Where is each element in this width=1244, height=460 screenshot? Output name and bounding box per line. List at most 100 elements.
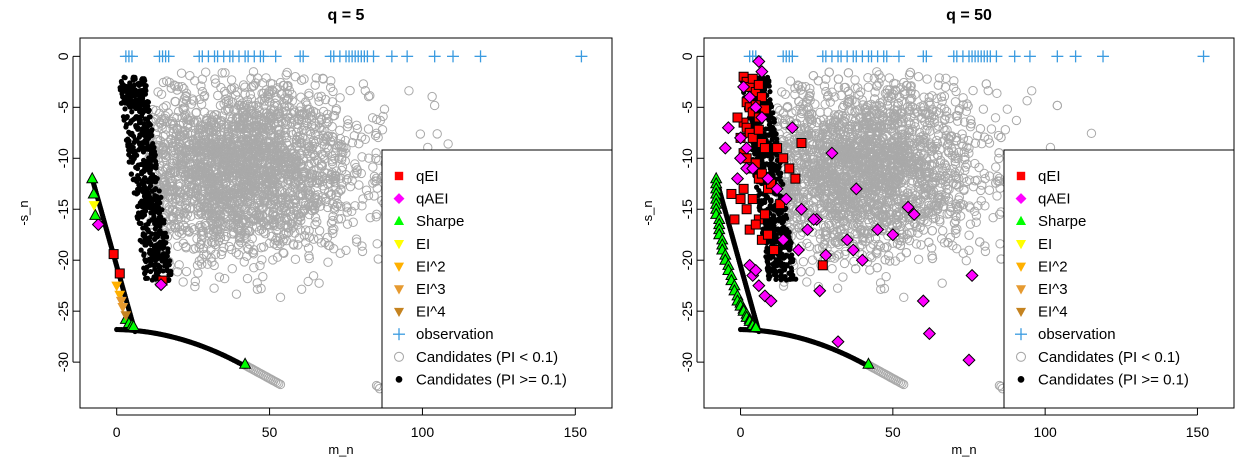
candidate-pi-high [157, 207, 163, 213]
candidate-pi-low [970, 176, 980, 186]
candidate-pi-high [160, 268, 166, 274]
candidate-pi-low [358, 79, 369, 89]
candidate-pi-high [158, 194, 164, 200]
candidate-pi-high [142, 100, 149, 106]
candidate-pi-low [924, 92, 934, 103]
data-point-observation [575, 50, 588, 63]
candidate-pi-high [143, 241, 149, 247]
candidate-pi-low [155, 118, 165, 129]
candidate-pi-low [283, 112, 293, 122]
candidate-pi-low [272, 252, 283, 262]
candidate-pi-low [229, 189, 240, 200]
candidate-pi-low [310, 130, 321, 140]
candidate-pi-low [206, 145, 216, 155]
candidate-pi-low [952, 224, 962, 234]
candidate-pi-low [335, 141, 345, 151]
candidate-pi-low [221, 212, 231, 222]
candidate-pi-low [820, 99, 830, 109]
candidate-pi-low [283, 194, 294, 205]
candidate-pi-high [160, 235, 166, 241]
candidate-pi-low [301, 188, 311, 198]
candidate-pi-low [299, 171, 309, 182]
candidate-pi-high [146, 158, 152, 164]
candidate-pi-high [138, 247, 144, 253]
candidate-pi-low [261, 166, 271, 176]
candidate-pi-low [963, 135, 974, 146]
candidate-pi-low [200, 166, 211, 177]
candidate-pi-low [306, 201, 316, 211]
candidate-pi-low [372, 114, 382, 125]
candidate-pi-low [832, 283, 843, 293]
candidate-pi-low [181, 109, 191, 119]
candidate-pi-low [202, 174, 213, 184]
candidate-pi-low [209, 203, 219, 213]
candidate-pi-low [281, 95, 292, 105]
candidate-pi-low [939, 91, 950, 102]
candidate-pi-low [198, 134, 209, 145]
data-point-observation [269, 50, 282, 63]
candidate-pi-low [286, 144, 297, 154]
candidate-pi-low [307, 177, 317, 188]
candidate-pi-low [266, 231, 277, 242]
candidate-pi-low [968, 85, 978, 96]
candidate-pi-low [357, 246, 368, 257]
candidate-pi-low [171, 223, 181, 233]
candidate-pi-low [778, 281, 789, 291]
candidate-pi-low [156, 120, 167, 130]
candidate-pi-high [156, 265, 162, 271]
legend-label: EI [416, 236, 430, 253]
legend-item: EI [393, 236, 430, 253]
candidate-pi-high [136, 101, 142, 108]
candidate-pi-low [342, 207, 352, 217]
legend-item: Candidates (PI >= 0.1) [395, 371, 567, 388]
candidate-pi-low [335, 173, 346, 183]
candidate-pi-low [896, 252, 906, 262]
candidate-pi-low [242, 251, 252, 261]
candidate-pi-low [978, 104, 989, 114]
candidate-pi-high [164, 253, 170, 259]
candidate-pi-low [327, 97, 338, 107]
candidate-pi-high [150, 148, 156, 154]
legend-item: EI^3 [393, 281, 446, 298]
candidate-pi-low [275, 143, 285, 153]
candidate-pi-low [948, 147, 959, 157]
candidate-pi-low [377, 125, 388, 135]
candidate-pi-low [231, 289, 242, 299]
candidate-pi-low [222, 170, 233, 180]
candidate-pi-low [327, 131, 337, 142]
candidate-pi-low [211, 212, 221, 222]
candidate-pi-high [140, 225, 146, 231]
candidate-pi-low [315, 201, 326, 211]
candidate-pi-high [142, 78, 148, 84]
candidate-pi-low [371, 209, 382, 220]
candidate-pi-low [371, 148, 381, 158]
candidate-pi-low [230, 154, 241, 164]
candidate-pi-low [221, 94, 231, 104]
candidate-pi-high [139, 125, 146, 132]
candidate-pi-low [239, 146, 249, 157]
candidate-pi-low [1086, 128, 1097, 139]
legend-marker [393, 193, 405, 205]
candidate-pi-low [245, 226, 255, 237]
candidate-pi-high [142, 116, 148, 122]
candidate-pi-high [156, 188, 162, 194]
candidate-pi-low [178, 238, 189, 249]
series-qaei [91, 217, 168, 292]
candidate-pi-low [260, 228, 270, 239]
candidate-pi-high [155, 252, 162, 258]
candidate-pi-low [310, 150, 320, 160]
candidate-pi-low [190, 76, 200, 86]
candidate-pi-high [151, 244, 158, 250]
candidate-pi-high [154, 175, 160, 182]
candidate-pi-low [212, 227, 223, 237]
candidate-pi-low [307, 206, 318, 216]
candidate-pi-high [128, 118, 134, 124]
candidate-pi-high [137, 108, 143, 115]
candidate-pi-low [215, 100, 226, 111]
candidate-pi-low [296, 284, 307, 294]
candidate-pi-low [965, 219, 976, 229]
candidate-pi-high [149, 177, 155, 183]
candidate-pi-low [356, 168, 366, 179]
candidate-pi-low [313, 92, 323, 102]
candidate-pi-low [839, 258, 850, 269]
